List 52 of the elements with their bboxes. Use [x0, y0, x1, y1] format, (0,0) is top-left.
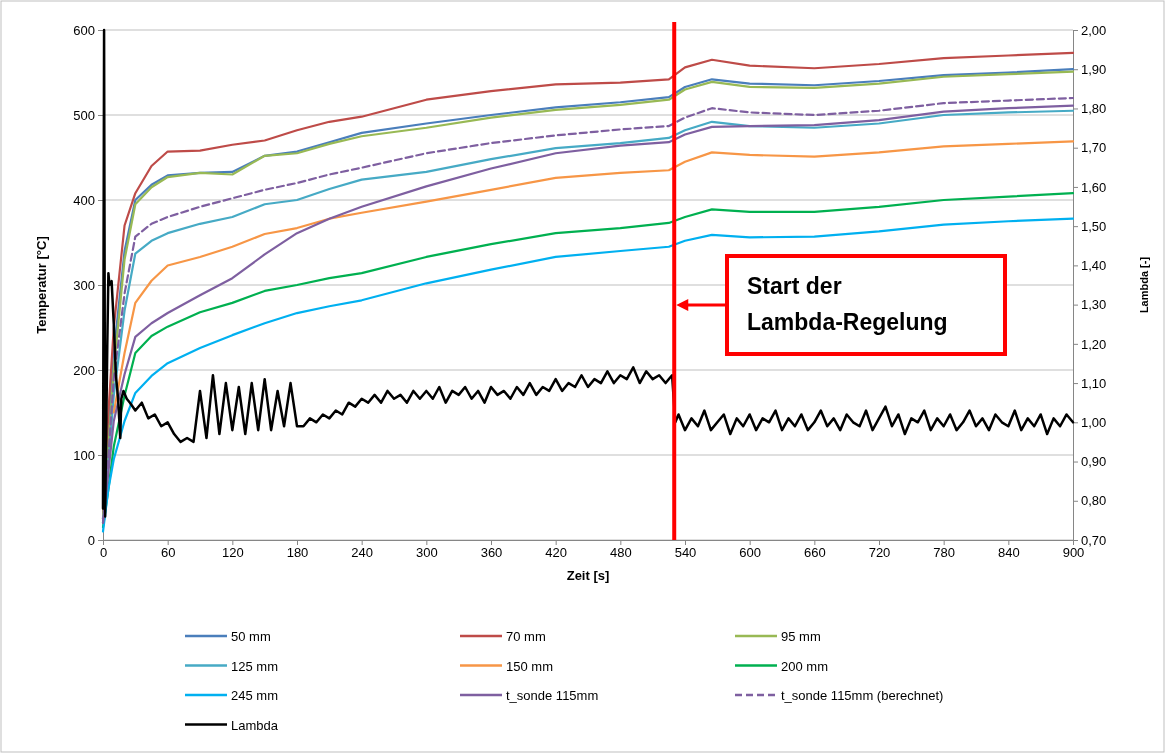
legend-label: 150 mm	[506, 658, 553, 674]
y2-tick-label: 1,70	[1081, 140, 1107, 156]
legend-label: t_sonde 115mm	[506, 688, 599, 703]
legend-label: 245 mm	[231, 688, 278, 703]
y2-tick-label: 1,50	[1081, 218, 1107, 234]
y-tick-label: 100	[73, 447, 95, 463]
y2-tick-label: 0,80	[1081, 493, 1107, 509]
y-tick-label: 0	[87, 532, 95, 548]
legend-label: 70 mm	[506, 629, 546, 644]
x-tick-label: 540	[674, 545, 697, 561]
x-tick-label: 240	[351, 545, 374, 561]
y2-tick-label: 1,90	[1081, 61, 1107, 77]
y2-tick-label: 1,30	[1081, 297, 1107, 313]
y-tick-label: 400	[73, 192, 95, 208]
y2-tick-label: 1,10	[1081, 375, 1107, 391]
legend-label: t_sonde 115mm (berechnet)	[781, 688, 944, 703]
legend-label: 200 mm	[781, 658, 828, 674]
x-tick-label: 60	[160, 545, 176, 561]
y-tick-label: 600	[73, 22, 95, 38]
y2-tick-label: 0,70	[1081, 532, 1107, 548]
y2-tick-label: 1,20	[1081, 336, 1107, 352]
x-tick-label: 660	[803, 545, 826, 561]
line-series	[112, 140, 1075, 414]
y2-tick-label: 1,40	[1081, 258, 1107, 274]
x-tick-label: 0	[99, 545, 108, 561]
x-tick-label: 720	[868, 545, 891, 561]
x-tick-label: 300	[415, 545, 438, 561]
y2-tick-label: 2,00	[1081, 22, 1107, 38]
x-tick-label: 120	[221, 545, 244, 561]
y-axis-title: Temperatur [°C]	[34, 236, 49, 334]
x-tick-label: 360	[480, 545, 503, 561]
legend-label: 95 mm	[781, 629, 821, 644]
legend-label: Lambda	[231, 717, 279, 733]
x-tick-label: 600	[739, 545, 762, 561]
legend-label: 50 mm	[231, 629, 271, 644]
x-tick-label: 420	[545, 545, 568, 561]
y2-tick-label: 0,90	[1081, 454, 1107, 470]
y2-tick-label: 1,80	[1081, 101, 1107, 117]
y-tick-label: 300	[73, 277, 95, 293]
y2-tick-label: 1,60	[1081, 179, 1107, 195]
x-axis-title: Zeit [s]	[566, 568, 610, 583]
y2-axis-title: Lambda [-]	[1138, 256, 1150, 314]
x-tick-label: 840	[997, 545, 1020, 561]
y2-tick-label: 1,00	[1081, 414, 1107, 430]
legend-label: 125 mm	[231, 658, 278, 674]
y-tick-label: 200	[73, 362, 95, 378]
y-tick-label: 500	[73, 107, 95, 123]
x-tick-label: 780	[933, 545, 956, 561]
x-tick-label: 900	[1062, 545, 1085, 561]
x-tick-label: 480	[609, 545, 632, 561]
x-tick-label: 180	[286, 545, 309, 561]
ref-line-label: Start der Lambda-Regelung	[747, 273, 948, 335]
